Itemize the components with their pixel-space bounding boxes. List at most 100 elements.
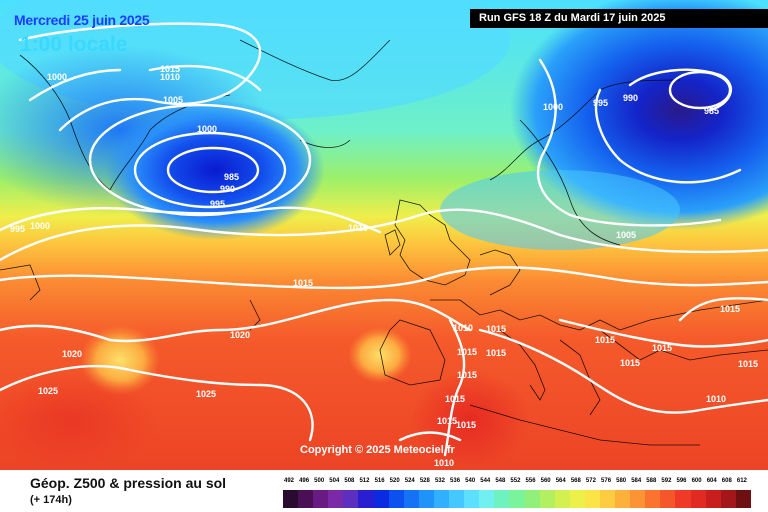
scale-cell [599,490,616,508]
scale-ticks: 492 496 500 504 508 512 516 520 524 528 532 536 540 5… [283,478,751,488]
scale-tick: 492 [283,478,294,484]
scale-tick: 600 [691,478,702,484]
isobar-label: 1015 [620,358,640,368]
forecast-date: Mercredi 25 juin 2025 [14,12,150,28]
scale-cell [298,490,314,508]
scale-cell [539,490,555,508]
isobar-label: 1015 [457,347,477,357]
isobar-label: 1015 [293,278,313,288]
isobar-label: 1000 [197,124,217,134]
scale-tick: 560 [540,478,551,484]
isobar-label: 1000 [30,221,50,231]
scale-cell [418,490,434,508]
isobar-label: 995 [10,224,25,234]
scale-tick: 496 [299,478,310,484]
scale-cell [720,490,736,508]
scale-tick: 528 [419,478,430,484]
isobar-label: 1010 [160,72,180,82]
scale-tick: 564 [555,478,566,484]
scale-tick: 548 [495,478,506,484]
isobar-label: 990 [623,93,638,103]
scale-tick: 612 [736,478,747,484]
isobar-label: 1000 [47,72,67,82]
isobar-label: 1020 [230,330,250,340]
isobar-label: 1015 [457,370,477,380]
scale-tick: 588 [646,478,657,484]
isobar-label: 1005 [616,230,636,240]
scale-cell [690,490,706,508]
scale-cell [509,490,525,508]
scale-tick: 520 [389,478,400,484]
isobar-label: 995 [210,199,225,209]
scale-cell [388,490,404,508]
isobar-label: 1015 [456,420,476,430]
legend-subtitle: (+ 174h) [30,494,72,506]
scale-cell [449,490,465,508]
scale-tick: 596 [676,478,687,484]
isobar-label: 1010 [706,394,726,404]
isobar-label: 1000 [543,102,563,112]
scale-tick: 516 [374,478,385,484]
isobar-label: 1025 [38,386,58,396]
isobar-label: 1005 [163,95,183,105]
run-info: Run GFS 18 Z du Mardi 17 juin 2025 [470,9,768,28]
isobar-label: 990 [220,184,235,194]
color-scale: 492 496 500 504 508 512 516 520 524 528 532 536 540 5… [283,478,751,510]
scale-tick: 552 [510,478,521,484]
scale-tick: 604 [706,478,717,484]
scale-tick: 500 [314,478,325,484]
scale-cells [283,490,751,508]
scale-tick: 608 [721,478,732,484]
scale-tick: 512 [359,478,370,484]
scale-tick: 532 [434,478,445,484]
scale-tick: 568 [570,478,581,484]
forecast-time: 1:00 locale [20,33,128,56]
scale-cell [660,490,676,508]
isobar-label: 1015 [437,416,457,426]
scale-cell [524,490,540,508]
isobar-label: 1015 [595,335,615,345]
scale-tick: 508 [344,478,355,484]
isobar-label: 995 [593,98,608,108]
scale-cell [479,490,495,508]
isobar-label: 985 [704,106,719,116]
scale-cell [328,490,344,508]
legend-title: Géop. Z500 & pression au sol [30,475,227,491]
scale-cell [675,490,691,508]
scale-cell [584,490,600,508]
scale-cell [705,490,721,508]
scale-cell [343,490,359,508]
scale-cell [645,490,661,508]
scale-cell [403,490,419,508]
scale-cell [373,490,389,508]
scale-tick: 536 [450,478,461,484]
scale-tick: 504 [329,478,340,484]
scale-cell [569,490,585,508]
scale-tick: 580 [616,478,627,484]
isobar-label: 1010 [348,223,368,233]
scale-tick: 540 [465,478,476,484]
isobar-label: 1020 [62,349,82,359]
copyright: Copyright © 2025 Meteociel.fr [300,444,455,456]
scale-cell [433,490,450,508]
scale-tick: 572 [585,478,596,484]
isobar-label: 1015 [720,304,740,314]
isobar-label: 1015 [160,64,180,74]
scale-tick: 544 [480,478,491,484]
isobar-label: 1015 [738,359,758,369]
scale-cell [554,490,570,508]
isobar-label: 985 [224,172,239,182]
isobar-label: 1015 [486,324,506,334]
scale-cell [494,490,510,508]
scale-tick: 584 [631,478,642,484]
scale-cell [464,490,480,508]
scale-cell [313,490,329,508]
isobar-label: 1025 [196,389,216,399]
isobar-label: 1010 [434,458,454,468]
isobar-label: 1015 [652,343,672,353]
scale-tick: 556 [525,478,536,484]
scale-cell [358,490,374,508]
isobar-label: 1015 [445,394,465,404]
scale-cell [630,490,646,508]
